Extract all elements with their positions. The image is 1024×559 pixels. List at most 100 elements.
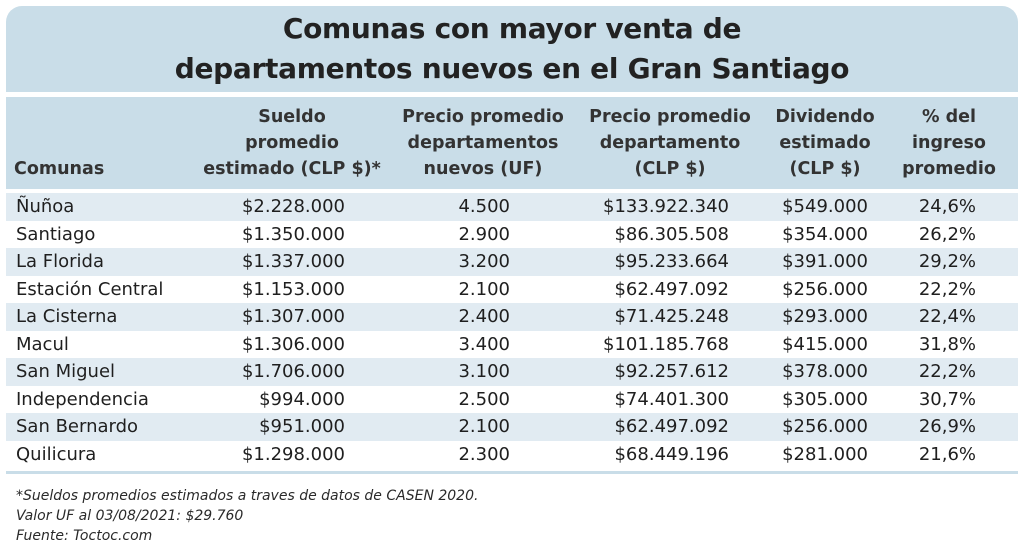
cell-comuna: La Cisterna xyxy=(16,306,118,327)
header-precio-uf-line-1: Precio promedio xyxy=(402,107,564,127)
footnote-uf-value: Valor UF al 03/08/2021: $29.760 xyxy=(16,508,244,524)
cell-precio-uf: 2.500 xyxy=(458,388,510,410)
table-row: Quilicura $1.298.000 2.300 $68.449.196 $… xyxy=(6,441,1018,469)
header-precio-uf-line-3: nuevos (UF) xyxy=(423,159,543,179)
table-header: Comunas Sueldo promedio estimado (CLP $)… xyxy=(6,97,1018,189)
cell-sueldo: $2.228.000 xyxy=(241,196,345,217)
cell-precio-uf: 2.100 xyxy=(458,278,510,300)
table-row: Ñuñoa $2.228.000 4.500 $133.922.340 $549… xyxy=(6,193,1018,221)
table-row: Macul $1.306.000 3.400 $101.185.768 $415… xyxy=(6,331,1018,359)
table-bottom-rule xyxy=(6,471,1018,474)
header-dividendo-line-3: (CLP $) xyxy=(789,159,861,179)
cell-precio-clp: $95.233.664 xyxy=(614,251,729,272)
table-row: San Bernardo $951.000 2.100 $62.497.092 … xyxy=(6,413,1018,441)
cell-sueldo: $1.337.000 xyxy=(241,251,345,272)
cell-precio-clp: $62.497.092 xyxy=(614,278,729,300)
footnote-source: Fuente: Toctoc.com xyxy=(16,528,153,544)
cell-porcentaje: 30,7% xyxy=(918,388,976,410)
cell-precio-clp: $92.257.612 xyxy=(614,361,729,382)
cell-precio-uf: 2.300 xyxy=(458,443,510,465)
cell-comuna: San Bernardo xyxy=(16,416,139,437)
footnotes: *Sueldos promedios estimados a traves de… xyxy=(16,486,478,546)
table-row: Santiago $1.350.000 2.900 $86.305.508 $3… xyxy=(6,221,1018,249)
cell-precio-clp: $101.185.768 xyxy=(603,333,729,355)
cell-precio-uf: 3.400 xyxy=(458,333,510,355)
cell-comuna: San Miguel xyxy=(16,361,116,382)
cell-comuna: Macul xyxy=(16,333,69,355)
cell-porcentaje: 26,2% xyxy=(918,223,976,245)
cell-dividendo: $378.000 xyxy=(782,361,868,382)
cell-porcentaje: 22,2% xyxy=(918,361,976,382)
cell-precio-clp: $86.305.508 xyxy=(614,223,729,245)
header-precio-clp-line-2: departamento xyxy=(599,133,741,153)
table-title-band: Comunas con mayor venta de departamentos… xyxy=(6,6,1018,92)
cell-sueldo: $1.307.000 xyxy=(241,306,345,327)
header-porcentaje-line-2: ingreso xyxy=(912,133,986,153)
table-row: San Miguel $1.706.000 3.100 $92.257.612 … xyxy=(6,358,1018,386)
cell-comuna: Ñuñoa xyxy=(16,196,75,217)
header-sueldo-line-2: promedio xyxy=(245,133,339,153)
cell-sueldo: $1.350.000 xyxy=(241,223,345,245)
cell-comuna: Independencia xyxy=(16,388,149,410)
cell-precio-uf: 2.900 xyxy=(458,223,510,245)
cell-dividendo: $391.000 xyxy=(782,251,868,272)
table-row: La Florida $1.337.000 3.200 $95.233.664 … xyxy=(6,248,1018,276)
cell-comuna: Quilicura xyxy=(16,443,97,465)
cell-dividendo: $256.000 xyxy=(782,278,868,300)
cell-porcentaje: 29,2% xyxy=(918,251,976,272)
cell-precio-uf: 3.100 xyxy=(458,361,510,382)
table-title-line-2: departamentos nuevos en el Gran Santiago xyxy=(174,52,850,85)
cell-sueldo: $1.306.000 xyxy=(241,333,345,355)
cell-sueldo: $951.000 xyxy=(259,416,345,437)
cell-sueldo: $1.153.000 xyxy=(241,278,345,300)
cell-dividendo: $305.000 xyxy=(782,388,868,410)
cell-dividendo: $415.000 xyxy=(782,333,868,355)
cell-dividendo: $354.000 xyxy=(782,223,868,245)
table-row: La Cisterna $1.307.000 2.400 $71.425.248… xyxy=(6,303,1018,331)
cell-precio-clp: $68.449.196 xyxy=(614,443,729,465)
cell-dividendo: $256.000 xyxy=(782,416,868,437)
cell-porcentaje: 31,8% xyxy=(918,333,976,355)
cell-precio-clp: $133.922.340 xyxy=(603,196,729,217)
table-body: Ñuñoa $2.228.000 4.500 $133.922.340 $549… xyxy=(6,193,1018,468)
cell-sueldo: $1.706.000 xyxy=(241,361,345,382)
cell-precio-uf: 2.100 xyxy=(458,416,510,437)
header-comunas-line: Comunas xyxy=(14,159,105,179)
footnote-casen: *Sueldos promedios estimados a traves de… xyxy=(16,488,479,504)
header-porcentaje-line-3: promedio xyxy=(902,159,996,179)
header-precio-clp-line-3: (CLP $) xyxy=(634,159,706,179)
cell-porcentaje: 21,6% xyxy=(918,443,976,465)
cell-precio-uf: 2.400 xyxy=(458,306,510,327)
header-sueldo-line-3: estimado (CLP $)* xyxy=(203,159,381,179)
cell-precio-clp: $74.401.300 xyxy=(614,388,729,410)
cell-comuna: La Florida xyxy=(16,251,105,272)
header-porcentaje: % del ingreso promedio xyxy=(894,104,1004,182)
table-row: Estación Central $1.153.000 2.100 $62.49… xyxy=(6,276,1018,304)
cell-dividendo: $281.000 xyxy=(782,443,868,465)
header-precio-uf-line-2: departamentos xyxy=(407,133,559,153)
cell-dividendo: $549.000 xyxy=(782,196,868,217)
header-precio-clp: Precio promedio departamento (CLP $) xyxy=(580,104,760,182)
header-dividendo-line-2: estimado xyxy=(779,133,871,153)
header-comunas: Comunas xyxy=(14,156,104,182)
cell-sueldo: $1.298.000 xyxy=(241,443,345,465)
header-dividendo-line-1: Dividendo xyxy=(775,107,875,127)
cell-porcentaje: 26,9% xyxy=(918,416,976,437)
cell-porcentaje: 22,4% xyxy=(918,306,976,327)
cell-porcentaje: 24,6% xyxy=(918,196,976,217)
cell-sueldo: $994.000 xyxy=(259,388,345,410)
cell-dividendo: $293.000 xyxy=(782,306,868,327)
cell-precio-clp: $62.497.092 xyxy=(614,416,729,437)
cell-comuna: Santiago xyxy=(16,223,96,245)
header-precio-uf: Precio promedio departamentos nuevos (UF… xyxy=(390,104,576,182)
table-title-line-1: Comunas con mayor venta de xyxy=(282,12,742,45)
table-row: Independencia $994.000 2.500 $74.401.300… xyxy=(6,386,1018,414)
header-sueldo: Sueldo promedio estimado (CLP $)* xyxy=(194,104,390,182)
cell-porcentaje: 22,2% xyxy=(918,278,976,300)
header-porcentaje-line-1: % del xyxy=(921,107,977,127)
cell-precio-clp: $71.425.248 xyxy=(614,306,729,327)
header-precio-clp-line-1: Precio promedio xyxy=(589,107,751,127)
header-sueldo-line-1: Sueldo xyxy=(258,107,326,127)
header-dividendo: Dividendo estimado (CLP $) xyxy=(766,104,884,182)
cell-precio-uf: 4.500 xyxy=(458,196,510,217)
